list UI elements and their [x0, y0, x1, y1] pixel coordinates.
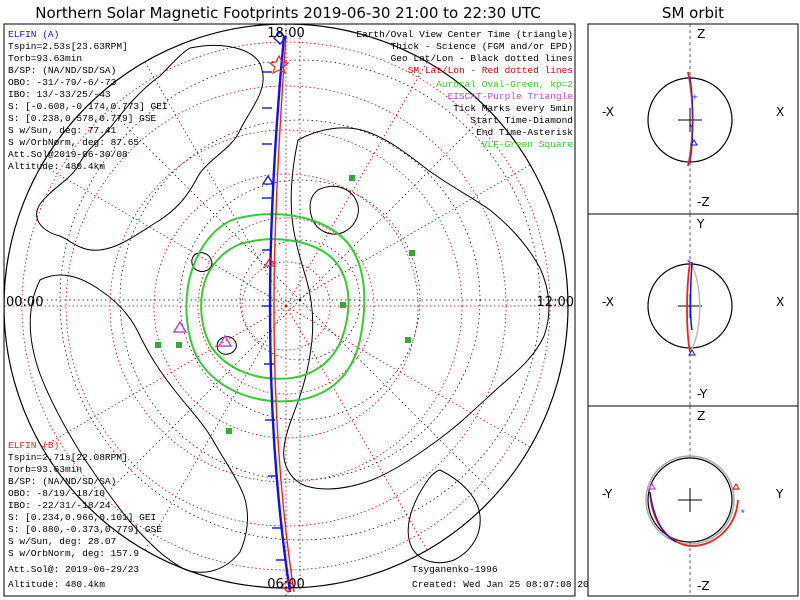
elfin-b-line: OBO: -8/19/-18/10	[8, 488, 105, 499]
legend-entry: Auroral Oval-Green, kp=2	[436, 79, 573, 90]
legend-entry: Tick Marks every 5min	[453, 103, 573, 114]
orbit-axis-left: -X	[602, 105, 614, 119]
elfin-b-heading: ELFIN (B)	[8, 440, 59, 451]
elfin-b-line: S w/Sun, deg: 28.07	[8, 536, 116, 547]
orbit-axis-bottom: -Z	[697, 579, 710, 593]
orbit-title: SM orbit	[662, 4, 724, 22]
elfin-a-info: ELFIN (A) Tspin=2.53s[23.63RPM] Torb=93.…	[8, 29, 168, 172]
orbit-marker: +	[692, 92, 698, 103]
orbit-marker: *	[686, 258, 692, 269]
main-title: Northern Solar Magnetic Footprints 2019-…	[35, 4, 540, 22]
footprint-map: 18:00 00:00 12:00 06:00 ELFIN (A) Tspin=…	[3, 23, 600, 597]
orbit-marker	[731, 482, 741, 490]
orbit-axis-right: X	[776, 105, 784, 119]
elfin-b-line: B/SP: (NA/ND/SD/SA)	[8, 476, 116, 487]
elfin-b-line: S w/OrbNorm, deg: 157.9	[8, 548, 139, 559]
orbit-track-shadow	[689, 261, 701, 353]
orbit-marker	[647, 482, 657, 490]
orbit-axis-left: -X	[602, 295, 614, 309]
elfin-a-line: Torb=93.63min	[8, 53, 82, 64]
elfin-b-line: Tspin=2.71s[22.08RPM]	[8, 452, 128, 463]
orbit-axis-top: Z	[697, 27, 705, 41]
orbit-axis-bottom: -Z	[697, 195, 710, 209]
orbit-track-a	[649, 491, 677, 543]
orbit-track-b	[687, 71, 694, 167]
track-endpoints	[273, 31, 295, 593]
elfin-b-line: Torb=93.63min	[8, 464, 82, 475]
orbit-axis-left: -Y	[602, 487, 613, 501]
elfin-a-heading: ELFIN (A)	[8, 29, 59, 40]
mlt-label-bottom: 06:00	[267, 577, 304, 592]
elfin-b-line: Att.Sol@: 2019-06-29/23	[8, 564, 139, 575]
orbit-track-a	[689, 75, 694, 165]
legend-entry: Geo Lat/Lon - Black dotted lines	[391, 53, 573, 64]
orbit-track-a	[689, 261, 693, 331]
elfin-b-track	[263, 35, 295, 593]
elfin-b-line: S: [0.880,-0.373,0.779] GSE	[8, 524, 162, 535]
orbit-panel-frame	[587, 213, 799, 407]
mlt-label-top: 18:00	[267, 26, 304, 41]
elfin-b-line: IBO: -22/31/-18/24	[8, 500, 111, 511]
elfin-b-line: Altitude: 480.4km	[8, 579, 105, 590]
vlf-markers	[155, 175, 415, 434]
elfin-a-line: Altitude: 480.4km	[8, 161, 105, 172]
legend-entry: SM Lat/Lon - Red dotted lines	[408, 65, 573, 76]
orbit-axis-right: Y	[775, 487, 784, 501]
sm-orbit-panels: + * Z -Z -X X * Y -Y -X X	[587, 23, 799, 597]
coastlines	[29, 44, 550, 573]
elfin-a-line: Att.Sol@2019-06-30/08	[8, 149, 128, 160]
orbit-track-b	[686, 261, 691, 353]
elfin-a-line: S w/OrbNorm, deg: 87.65	[8, 137, 139, 148]
eiscat-marker	[172, 320, 233, 347]
orbit-panel-xz: + * Z -Z -X X	[587, 23, 799, 215]
elfin-a-track	[261, 35, 292, 593]
elfin-a-line: S: [-0.608,-0.174,0.773] GEI	[8, 101, 168, 112]
elfin-a-line: B/SP: (NA/ND/SD/SA)	[8, 65, 116, 76]
elfin-a-line: OBO: -31/-79/-6/-73	[8, 77, 117, 88]
mlt-label-right: 12:00	[537, 295, 574, 310]
orbit-axis-right: X	[776, 295, 784, 309]
orbit-marker: *	[688, 123, 694, 134]
legend-entry: Earth/Oval View Center Time (triangle)	[356, 29, 573, 40]
orbit-marker	[690, 139, 698, 146]
model-label: Tsyganenko-1996	[412, 564, 498, 575]
legend-entry: Start Time-Diamond	[470, 115, 573, 126]
elfin-b-info: ELFIN (B) Tspin=2.71s[22.08RPM] Torb=93.…	[8, 440, 162, 590]
created-label: Created: Wed Jan 25 08:07:08 2023	[412, 579, 600, 590]
orbit-panel-xy: * Y -Y -X X	[587, 213, 799, 407]
elfin-a-line: S w/Sun, deg: 77.41	[8, 125, 117, 136]
legend-entry: End Time-Asterisk	[476, 127, 573, 138]
mlt-label-left: 00:00	[6, 295, 43, 310]
map-legend: Earth/Oval View Center Time (triangle) T…	[356, 29, 573, 150]
geo-grid	[10, 30, 570, 590]
orbit-panel-frame	[587, 405, 799, 597]
auroral-oval	[185, 213, 366, 403]
orbit-marker	[688, 349, 696, 356]
elfin-b-line: S: [0.234,0.966,0.101] GEI	[8, 512, 156, 523]
orbit-axis-top: Y	[696, 217, 705, 231]
orbit-marker: *	[740, 508, 746, 519]
elfin-a-line: S: [0.238,0.578,0.779] GSE	[8, 113, 157, 124]
orbit-axis-bottom: -Y	[697, 387, 708, 401]
legend-entry: VLF-Green Square	[482, 139, 574, 150]
orbit-track-shadow	[645, 455, 735, 545]
earth-disk	[4, 24, 569, 589]
legend-entry: EISCAT-Purple Triangle	[448, 91, 574, 102]
elfin-a-line: Tspin=2.53s[23.63RPM]	[8, 41, 128, 52]
legend-entry: Thick - Science (FGM and/or EPD)	[391, 41, 573, 52]
orbit-panel-yz: * Z -Z -Y Y	[587, 405, 799, 597]
elfin-a-line: IBO: 13/-33/25/-43	[8, 89, 111, 100]
orbit-axis-top: Z	[697, 409, 705, 423]
